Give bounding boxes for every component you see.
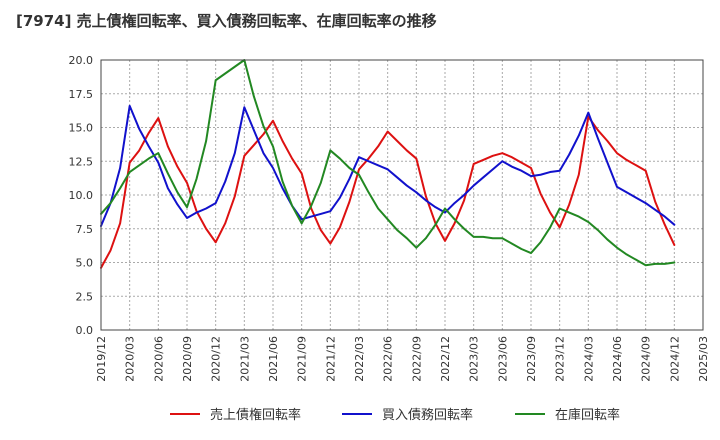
x-tick-label: 2023/09: [525, 336, 538, 382]
x-tick-label: 2022/12: [439, 336, 452, 382]
x-tick-label: 2024/06: [611, 336, 624, 382]
x-tick-label: 2021/06: [267, 336, 280, 382]
x-tick-label: 2020/03: [124, 336, 137, 382]
x-tick-label: 2022/09: [410, 336, 423, 382]
legend-layer: 売上債権回転率 買入債務回転率 在庫回転率: [170, 407, 620, 423]
x-tick-label: 2023/03: [468, 336, 481, 382]
series-line-3: [100, 59, 676, 267]
y-tick-label: 10.0: [69, 189, 94, 202]
legend-label-3: 在庫回転率: [555, 407, 620, 423]
series-line-2: [100, 104, 676, 228]
y-tick-label: 7.5: [76, 223, 94, 236]
axis-layer: 0.0 2.5 5.0 7.5 10.0 12.5 15.0 17.5 20.0 2019/12 2…: [69, 54, 711, 382]
x-tick-label: 2022/06: [382, 336, 395, 382]
x-tick-label: 2023/06: [496, 336, 509, 382]
x-tick-label: 2023/12: [554, 336, 567, 382]
series-line-1: [100, 115, 676, 269]
x-tick-label: 2024/12: [668, 336, 681, 382]
x-tick-label: 2024/09: [640, 336, 653, 382]
y-tick-label: 5.0: [76, 257, 94, 270]
series-layer: [100, 59, 676, 269]
y-tick-label: 15.0: [69, 122, 94, 135]
y-tick-label: 17.5: [69, 88, 94, 101]
legend-label-1: 売上債権回転率: [210, 407, 301, 423]
x-tick-label: 2019/12: [95, 336, 108, 382]
x-tick-label: 2021/09: [296, 336, 309, 382]
x-tick-label: 2021/03: [238, 336, 251, 382]
x-tick-label: 2024/03: [582, 336, 595, 382]
x-tick-label: 2020/09: [181, 336, 194, 382]
y-tick-label: 2.5: [76, 290, 94, 303]
x-tick-label: 2020/12: [210, 336, 223, 382]
plot-frame: [100, 59, 704, 331]
x-tick-label: 2020/06: [152, 336, 165, 382]
x-tick-label: 2022/03: [353, 336, 366, 382]
y-tick-label: 12.5: [69, 155, 94, 168]
y-tick-label: 0.0: [76, 324, 94, 337]
x-tick-label: 2025/03: [697, 336, 710, 382]
y-tick-label: 20.0: [69, 54, 94, 67]
x-tick-label: 2021/12: [324, 336, 337, 382]
legend-label-2: 買入債務回転率: [382, 407, 473, 423]
chart-title: [7974] 売上債権回転率、買入債務回転率、在庫回転率の推移: [16, 12, 437, 30]
